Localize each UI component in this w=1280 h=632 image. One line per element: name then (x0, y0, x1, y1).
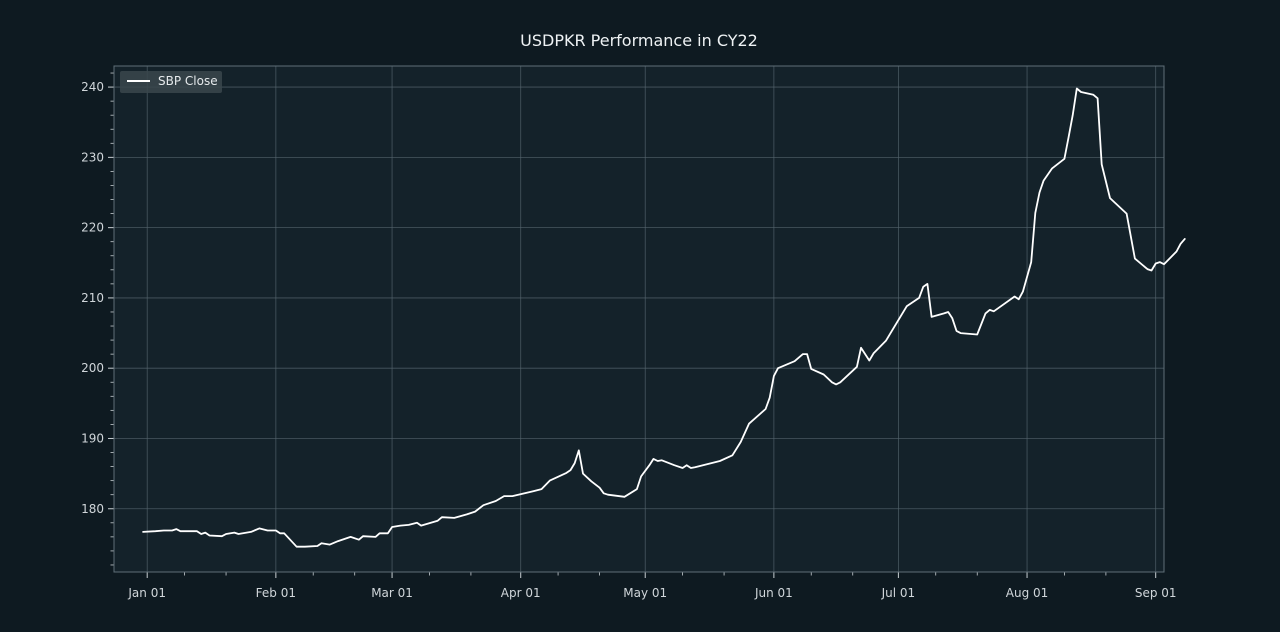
x-tick-label: Jul 01 (881, 586, 916, 600)
y-tick-label: 180 (81, 502, 104, 516)
legend-label: SBP Close (158, 74, 218, 88)
plot-area (114, 66, 1164, 572)
series-layer (142, 87, 1186, 548)
grid (114, 66, 1164, 572)
x-tick-label: Feb 01 (256, 586, 296, 600)
plot-frame (113, 65, 1165, 573)
y-tick-label: 190 (81, 431, 104, 445)
legend-box (120, 71, 222, 93)
y-tick-label: 220 (81, 221, 104, 235)
y-tick-label: 210 (81, 291, 104, 305)
y-tick-label: 240 (81, 80, 104, 94)
y-tick-label: 230 (81, 150, 104, 164)
y-tick-label: 200 (81, 361, 104, 375)
series-line-sbp-close (142, 87, 1186, 548)
x-tick-label: Apr 01 (501, 586, 541, 600)
x-tick-label: Aug 01 (1006, 586, 1049, 600)
x-tick-label: Sep 01 (1135, 586, 1177, 600)
axes: Jan 01 Feb 01 Mar 01 Apr 01 May 01 Jun 01 Jul … (81, 65, 1177, 600)
legend: SBP Close (120, 71, 222, 93)
x-tick-label: Mar 01 (371, 586, 413, 600)
x-tick-label: May 01 (623, 586, 667, 600)
x-tick-label: Jun 01 (754, 586, 793, 600)
x-tick-label: Jan 01 (127, 586, 166, 600)
chart-title: USDPKR Performance in CY22 (520, 31, 758, 50)
